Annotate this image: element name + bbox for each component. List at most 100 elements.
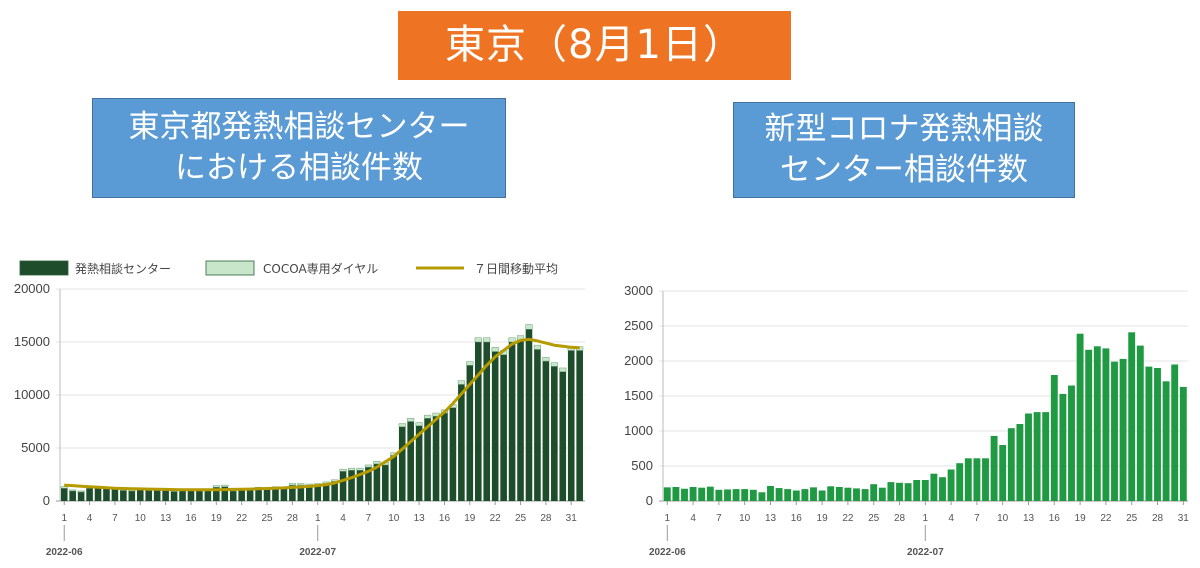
consultation-bar [792,490,800,501]
fever-bar [213,487,220,501]
right-xtick-label: 10 [739,513,751,524]
fever-bar [508,342,516,501]
left-xtick-label: 10 [135,513,147,524]
moving-average-line [64,337,580,492]
consultation-bar [913,480,921,501]
cocoa-bar [212,485,220,488]
fever-bar [449,407,457,501]
fever-bar [229,490,237,501]
right-xtick-label: 13 [1023,513,1035,524]
left-xtick-label: 1 [315,513,321,524]
fever-bar [305,485,313,501]
fever-bar [69,490,76,501]
cocoa-bar [542,357,550,362]
left-xtick-label: 13 [160,513,172,524]
consultation-bar [1076,333,1084,501]
right-ytick-label: 2500 [624,318,653,333]
right-xtick-label: 19 [817,513,829,524]
fever-bar [322,483,330,501]
consultation-bar [990,435,998,501]
consultation-bar [732,489,740,501]
consultation-bar [689,487,697,501]
fever-bar [415,425,423,501]
consultation-bar [973,458,981,501]
fever-bar [314,485,322,501]
right-xtick-label: 1 [923,513,929,524]
fever-bar [466,365,474,501]
fever-bar [136,489,144,501]
left-ytick-label: 5000 [21,440,50,455]
fever-bar [272,487,279,501]
left-xtick-label: 13 [414,513,426,524]
fever-bar [542,361,550,501]
fever-bar [280,488,288,501]
consultation-bar [698,487,706,501]
right-ytick-label: 0 [646,493,653,508]
consultation-bar [775,488,783,501]
cocoa-bar [424,414,432,419]
left-xtick-label: 25 [261,513,273,524]
fever-bar [94,487,102,501]
left-xtick-label: 31 [566,513,578,524]
left-xtick-label: 4 [87,513,93,524]
left-xtick-label: 25 [515,513,527,524]
fever-bar [255,488,262,501]
fever-bar [111,489,119,501]
left-title-line-1: 東京都発熱相談センター [128,109,470,145]
right-xtick-label: 25 [868,513,880,524]
cocoa-bar [525,324,533,330]
fever-bar [458,384,465,501]
left-panel-title: 東京都発熱相談センター における相談件数 [92,98,506,198]
right-title-line-2: センター相談件数 [780,152,1028,188]
consultation-bar [1007,428,1015,501]
cocoa-bar [373,461,381,465]
consultation-bar [844,487,852,501]
left-ytick-label: 15000 [14,334,50,349]
right-xtick-label: 4 [948,513,954,524]
left-xtick-label: 22 [236,513,248,524]
cocoa-bar [407,418,415,422]
cocoa-bar [508,337,516,343]
cocoa-bar [77,490,85,493]
cocoa-bar [69,489,77,492]
legend-swatch [205,260,255,276]
left-xtick-label: 22 [490,513,502,524]
cocoa-bar [288,483,296,486]
cocoa-bar [457,380,465,385]
left-xtick-label: 7 [366,513,372,524]
cocoa-bar [483,337,491,343]
consultation-bar [956,463,964,501]
consultation-bar [1162,381,1170,501]
consultation-bar [921,480,929,501]
consultation-bar [835,487,843,501]
right-xtick-label: 7 [974,513,980,524]
cocoa-bar [221,484,229,487]
cocoa-bar [347,467,356,471]
fever-bar [289,485,296,501]
consultation-bar [663,487,671,501]
left-xtick-label: 10 [388,513,400,524]
left-xtick-label: 16 [439,513,451,524]
consultation-bar [1068,385,1075,501]
right-ytick-label: 1000 [624,423,653,438]
cocoa-bar [339,468,347,472]
fever-bar [331,481,338,501]
fever-bar [187,490,195,501]
consultation-bar [964,458,972,501]
cocoa-bar [398,423,406,428]
fever-bar [407,421,414,501]
consultation-bar [1016,424,1024,501]
right-month-label: 2022-06 [649,547,686,558]
fever-bar [474,342,482,501]
right-xtick-label: 19 [1075,513,1087,524]
fever-bar [238,489,245,501]
right-xtick-label: 4 [690,513,696,524]
left-ytick-label: 10000 [14,387,50,402]
fever-bar [356,470,364,501]
fever-bar [441,413,448,501]
right-xtick-label: 31 [1178,513,1190,524]
right-xtick-label: 28 [894,513,906,524]
fever-bar [263,489,271,501]
consultation-bar [827,486,835,501]
